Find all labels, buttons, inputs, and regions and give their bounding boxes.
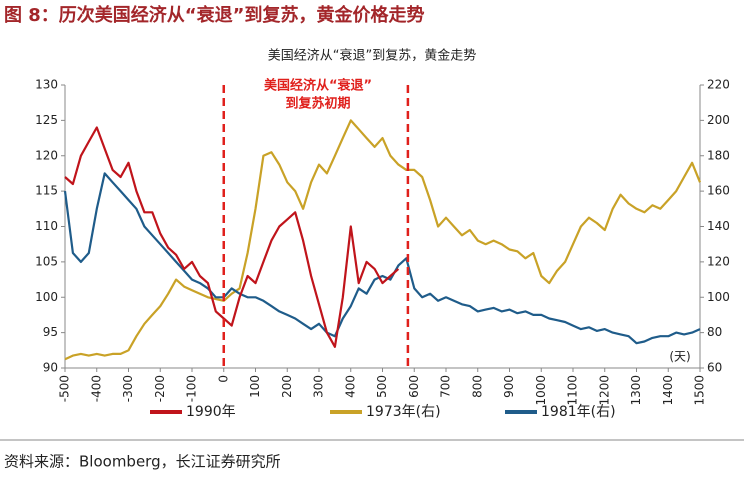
y-tick-label: 130 <box>35 78 58 92</box>
x-tick-label: 1000 <box>534 375 548 406</box>
y2-tick-label: 80 <box>707 325 722 339</box>
x-unit-label: (天) <box>669 350 690 364</box>
page-title: 图 8：历次美国经济从“衰退”到复苏，黄金价格走势 <box>4 4 424 26</box>
x-tick-label: 0 <box>216 375 230 383</box>
x-tick-label: 1500 <box>693 375 707 406</box>
series-line <box>64 119 702 361</box>
y2-tick-label: 160 <box>707 184 730 198</box>
x-tick-label: 1200 <box>597 375 611 406</box>
y-tick-label: 125 <box>35 113 58 127</box>
x-tick-label: 900 <box>502 375 516 398</box>
series-line <box>63 172 701 345</box>
y2-tick-label: 120 <box>707 254 730 268</box>
annotation: 到复苏初期 <box>285 96 350 112</box>
annotation: 美国经济从“衰退” <box>264 78 372 94</box>
x-tick-label: -200 <box>153 375 167 402</box>
x-tick-label: -400 <box>89 375 103 402</box>
x-tick-label: 700 <box>439 375 453 398</box>
x-tick-label: 1300 <box>629 375 643 406</box>
x-tick-label: 1400 <box>661 375 675 406</box>
x-tick-label: 400 <box>343 375 357 398</box>
y-tick-label: 110 <box>35 219 58 233</box>
x-tick-label: -500 <box>58 375 72 402</box>
y2-tick-label: 180 <box>707 148 730 162</box>
y2-tick-label: 220 <box>707 78 730 92</box>
y-tick-label: 120 <box>35 148 58 162</box>
x-tick-label: 300 <box>312 375 326 398</box>
y-tick-label: 95 <box>43 325 58 339</box>
series-line <box>64 126 400 348</box>
x-tick-label: 500 <box>375 375 389 398</box>
y2-tick-label: 200 <box>707 113 730 127</box>
legend-label: 1973年(右) <box>366 404 441 420</box>
x-tick-label: -300 <box>121 375 135 402</box>
chart-title: 美国经济从“衰退”到复苏，黄金走势 <box>268 48 476 64</box>
y2-tick-label: 140 <box>707 219 730 233</box>
legend-label: 1990年 <box>186 404 236 420</box>
x-tick-label: -100 <box>185 375 199 402</box>
x-tick-label: 1100 <box>566 375 580 406</box>
legend-label: 1981年(右) <box>541 404 616 420</box>
y2-tick-label: 100 <box>707 290 730 304</box>
y-tick-label: 90 <box>43 361 58 375</box>
y2-tick-label: 60 <box>707 361 722 375</box>
source: 资料来源：Bloomberg，长江证券研究所 <box>4 453 281 471</box>
x-tick-label: 100 <box>248 375 262 398</box>
x-tick-label: 600 <box>407 375 421 398</box>
x-tick-label: 200 <box>280 375 294 398</box>
y-tick-label: 115 <box>35 184 58 198</box>
y-tick-label: 100 <box>35 290 58 304</box>
y-tick-label: 105 <box>35 254 58 268</box>
x-tick-label: 800 <box>470 375 484 398</box>
